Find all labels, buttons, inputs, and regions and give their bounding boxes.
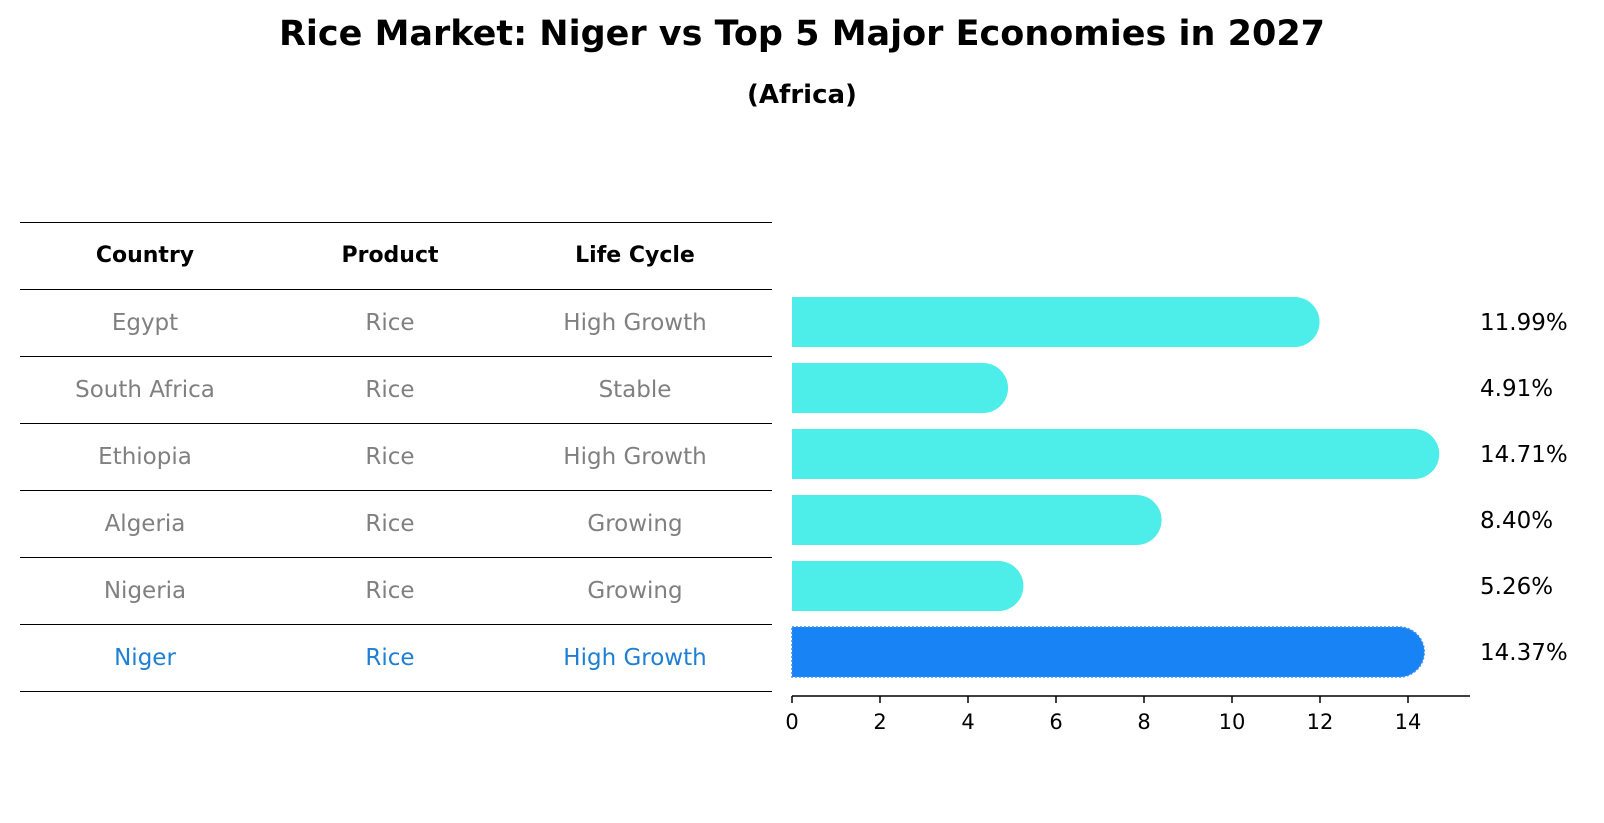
table-row-highlight: Niger Rice High Growth xyxy=(20,625,772,692)
value-label: 14.37% xyxy=(1480,640,1568,666)
x-tick-label: 4 xyxy=(961,710,974,734)
table-row: South Africa Rice Stable xyxy=(20,357,772,424)
cell-life-cycle: High Growth xyxy=(563,444,707,470)
value-label: 11.99% xyxy=(1480,310,1568,336)
cell-product: Rice xyxy=(365,578,415,604)
bar xyxy=(792,297,1320,347)
header-country: Country xyxy=(95,243,195,268)
cell-life-cycle: Stable xyxy=(598,377,672,403)
x-tick-label: 12 xyxy=(1307,710,1334,734)
table-row: Ethiopia Rice High Growth xyxy=(20,424,772,491)
table-row: Algeria Rice Growing xyxy=(20,491,772,558)
table-row: Egypt Rice High Growth xyxy=(20,290,772,357)
cell-country: Egypt xyxy=(111,310,179,336)
data-table: Country Product Life Cycle Egypt Rice Hi… xyxy=(20,222,772,692)
x-tick-label: 2 xyxy=(873,710,886,734)
cell-product-highlight: Rice xyxy=(365,645,415,671)
value-label: 8.40% xyxy=(1480,508,1553,534)
value-label: 14.71% xyxy=(1480,442,1568,468)
bar xyxy=(792,429,1440,479)
bar xyxy=(792,561,1024,611)
header-life-cycle: Life Cycle xyxy=(575,243,695,268)
cell-life-cycle: High Growth xyxy=(563,310,707,336)
chart-title: Rice Market: Niger vs Top 5 Major Econom… xyxy=(278,14,1326,54)
x-tick-label: 6 xyxy=(1049,710,1062,734)
table-row: Nigeria Rice Growing xyxy=(20,558,772,625)
cell-product: Rice xyxy=(365,310,415,336)
bar xyxy=(792,363,1009,413)
cell-country: Algeria xyxy=(104,511,186,537)
bar xyxy=(792,495,1162,545)
cell-life-cycle: Growing xyxy=(587,578,683,604)
bar-highlight xyxy=(791,626,1425,678)
cell-country: South Africa xyxy=(75,377,215,403)
cell-product: Rice xyxy=(365,377,415,403)
cell-life-cycle: Growing xyxy=(587,511,683,537)
value-label: 4.91% xyxy=(1480,376,1553,402)
header-product: Product xyxy=(341,243,439,268)
cell-country-highlight: Niger xyxy=(114,645,176,671)
cell-product: Rice xyxy=(365,444,415,470)
cell-product: Rice xyxy=(365,511,415,537)
x-tick-label: 10 xyxy=(1219,710,1246,734)
value-label: 5.26% xyxy=(1480,574,1553,600)
chart-subtitle: (Africa) xyxy=(747,80,857,110)
table-header-row: Country Product Life Cycle xyxy=(20,222,772,290)
x-tick-label: 8 xyxy=(1137,710,1150,734)
cell-life-cycle-highlight: High Growth xyxy=(563,645,707,671)
cell-country: Ethiopia xyxy=(98,444,192,470)
cell-country: Nigeria xyxy=(103,578,187,604)
x-tick-label: 14 xyxy=(1395,710,1422,734)
x-tick-label: 0 xyxy=(785,710,798,734)
